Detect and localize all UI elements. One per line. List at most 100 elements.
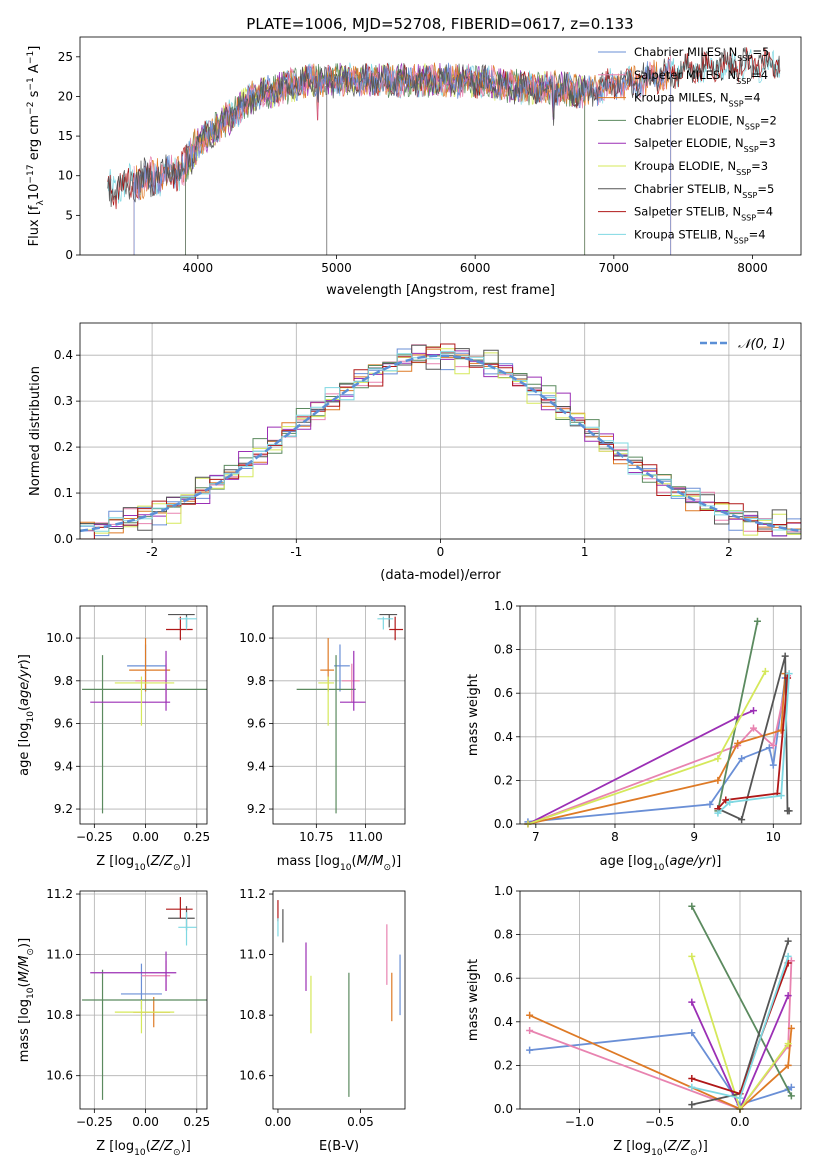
- y-tick-label: 9.8: [54, 674, 73, 688]
- errorbars: [82, 897, 207, 1100]
- spectrum-legend: Chabrier MILES, NSSP=5 Salpeter MILES, NS…: [598, 45, 777, 245]
- errorbar-chabrier-elodie: [82, 655, 207, 814]
- x-tick-label: 0: [437, 545, 445, 559]
- axes: 0.00 0.05 10.6 10.8 11.0 11.2 E(B-V): [239, 887, 406, 1154]
- errorbar-chabrier-stelib: [168, 613, 195, 628]
- point-marker: [765, 744, 773, 752]
- point-marker: [784, 992, 792, 1000]
- x-tick-label: 0.00: [265, 1115, 292, 1129]
- x-tick-label: 0.00: [132, 1115, 159, 1129]
- x-tick-label: 8: [611, 830, 619, 844]
- y-tick-label: 10.8: [46, 1008, 73, 1022]
- weight-lines: [524, 617, 793, 828]
- x-tick-label: -2: [146, 545, 158, 559]
- series-line: [527, 675, 789, 825]
- axes-frame: [272, 890, 406, 1110]
- axes: −1.0 −0.5 0.0 0.0 0.2 0.4 0.6 0.8 1.0 Z [log10(Z/…: [466, 884, 802, 1158]
- errorbar-kroupa-elodie: [114, 1000, 175, 1034]
- point-marker: [784, 937, 792, 945]
- x-tick-label: 4000: [183, 261, 214, 275]
- panel-weight-vs-Z: −1.0 −0.5 0.0 0.0 0.2 0.4 0.6 0.8 1.0 Z [log10(Z/…: [466, 884, 802, 1158]
- point-marker: [785, 670, 793, 678]
- point-marker: [738, 816, 746, 824]
- y-tick-label: 9.8: [247, 674, 266, 688]
- y-tick-label: 9.6: [247, 717, 266, 731]
- x-tick-label: 0.25: [183, 1115, 210, 1129]
- point-marker: [769, 742, 777, 750]
- hist-kroupa-stelib: [80, 350, 801, 532]
- errorbar-chabrier-elodie: [82, 969, 207, 1100]
- residuals-axes: -2 -1 0 1 2 0.0 0.1 0.2 0.3 0.4 (data-model)/error…: [28, 322, 802, 583]
- y-axis-label: mass weight: [466, 674, 481, 756]
- series-line: [529, 1014, 793, 1111]
- y-tick-label: 0.4: [494, 1015, 513, 1029]
- y-tick-label: 0.0: [494, 1102, 513, 1116]
- x-axis-label: wavelength [Angstrom, rest frame]: [326, 283, 555, 298]
- point-marker: [738, 755, 746, 763]
- x-tick-label: 2: [725, 545, 733, 559]
- axes: −0.25 0.00 0.25 9.2 9.4 9.6 9.8 10.0 Z [log10(Z/…: [17, 605, 210, 873]
- x-tick-label: −1.0: [565, 1115, 594, 1129]
- x-tick-label: -1: [290, 545, 302, 559]
- x-axis-label: age [log10(age/yr)]: [600, 854, 722, 873]
- legend-label: Salpeter ELODIE, NSSP=3: [634, 136, 776, 154]
- y-tick-label: 10.0: [239, 631, 266, 645]
- weight-line-salpeter-miles: [524, 672, 792, 828]
- legend-label: 𝒩(0, 1): [738, 337, 785, 352]
- panel-mass-vs-Z: −0.25 0.00 0.25 10.6 10.8 11.0 11.2 Z [log10(Z/…: [17, 887, 210, 1158]
- y-tick-label: 0.0: [494, 817, 513, 831]
- y-axis-label: mass weight: [466, 959, 481, 1041]
- y-tick-label: 9.6: [54, 717, 73, 731]
- y-tick-label: 0.8: [494, 928, 513, 942]
- y-tick-label: 0: [65, 248, 73, 262]
- x-tick-label: 0.25: [183, 830, 210, 844]
- residuals-bars: [80, 343, 801, 539]
- y-tick-label: 9.2: [247, 802, 266, 816]
- point-marker: [736, 1094, 744, 1102]
- x-tick-label: 1: [581, 545, 589, 559]
- weight-line-salpeter-stelib: [714, 674, 792, 813]
- y-tick-label: 9.4: [247, 759, 266, 773]
- residuals-legend: 𝒩(0, 1): [700, 337, 785, 352]
- y-tick-label: 0.2: [494, 1058, 513, 1072]
- point-marker: [722, 796, 730, 804]
- errorbar-salpeter-miles: [341, 663, 360, 703]
- point-marker: [706, 800, 714, 808]
- legend-label: Chabrier ELODIE, NSSP=2: [634, 113, 777, 130]
- series-line: [529, 960, 793, 1111]
- y-tick-label: 15: [58, 129, 73, 143]
- y-tick-label: 0.6: [494, 686, 513, 700]
- point-marker: [688, 952, 696, 960]
- point-marker: [734, 739, 742, 747]
- y-tick-label: 1.0: [494, 599, 513, 613]
- errorbar-salpeter-elodie: [339, 650, 366, 711]
- figure-title: PLATE=1006, MJD=52708, FIBERID=0617, z=0…: [246, 15, 633, 33]
- y-tick-label: 0.1: [54, 486, 73, 500]
- x-tick-label: 7000: [599, 261, 630, 275]
- point-marker: [526, 1011, 534, 1019]
- panel-spectrum: 4000 5000 6000 7000 8000 0 5 10 15 20 25 wavelength…: [26, 36, 802, 298]
- errorbar-kroupa-stelib: [377, 616, 394, 630]
- errorbar-kroupa-stelib: [178, 616, 197, 630]
- y-tick-label: 5: [65, 208, 73, 222]
- y-tick-label: 0.4: [494, 730, 513, 744]
- spectrum-lines: [107, 47, 781, 255]
- series-line: [717, 673, 790, 814]
- errorbar-salpeter-stelib: [389, 616, 404, 641]
- errorbar-kroupa-elodie: [114, 676, 175, 726]
- point-marker: [714, 776, 722, 784]
- errorbar-salpeter-elodie: [90, 951, 177, 991]
- axes-frame: [79, 605, 208, 825]
- y-tick-label: 9.4: [54, 759, 73, 773]
- axes: 7 8 9 10 0.0 0.2 0.4 0.6 0.8 1.0 age [log10(age/yr…: [466, 599, 802, 873]
- axes-frame: [519, 890, 802, 1110]
- x-tick-label: 10: [766, 830, 781, 844]
- point-marker: [784, 1040, 792, 1048]
- x-axis-label: Z [log10(Z/Z⊙)]: [96, 854, 191, 873]
- x-axis-label: mass [log10(M/M⊙)]: [277, 854, 401, 873]
- hist-chabrier-stelib: [80, 344, 801, 531]
- x-tick-label: 5000: [321, 261, 352, 275]
- x-tick-label: 8000: [737, 261, 768, 275]
- errorbars: [277, 900, 401, 1097]
- point-marker: [769, 761, 777, 769]
